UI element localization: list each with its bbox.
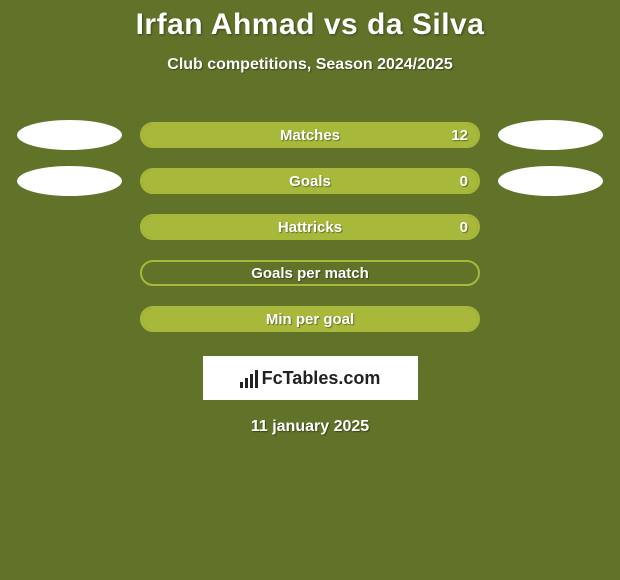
bubble-spacer xyxy=(17,212,122,242)
stat-row: Hattricks 0 xyxy=(0,204,620,250)
stat-label: Hattricks xyxy=(278,219,342,236)
page-title: Irfan Ahmad vs da Silva xyxy=(0,0,620,42)
stat-value: 12 xyxy=(451,127,468,144)
stat-label: Goals per match xyxy=(251,265,369,282)
bubble-spacer xyxy=(17,304,122,334)
player1-bubble xyxy=(17,166,122,196)
snapshot-date: 11 january 2025 xyxy=(0,418,620,436)
source-logo: FcTables.com xyxy=(203,356,418,400)
stat-row: Goals per match xyxy=(0,250,620,296)
logo-text: FcTables.com xyxy=(262,368,381,389)
bubble-spacer xyxy=(498,258,603,288)
stat-bar-gpm: Goals per match xyxy=(140,260,480,286)
player2-bubble xyxy=(498,120,603,150)
comparison-infographic: Irfan Ahmad vs da Silva Club competition… xyxy=(0,0,620,580)
stat-label: Min per goal xyxy=(266,311,354,328)
player2-bubble xyxy=(498,166,603,196)
page-subtitle: Club competitions, Season 2024/2025 xyxy=(0,56,620,74)
player1-bubble xyxy=(17,120,122,150)
bubble-spacer xyxy=(498,304,603,334)
stat-value: 0 xyxy=(460,173,468,190)
stat-row: Goals 0 xyxy=(0,158,620,204)
stat-value: 0 xyxy=(460,219,468,236)
stat-label: Goals xyxy=(289,173,331,190)
stat-bar-mpg: Min per goal xyxy=(140,306,480,332)
bubble-spacer xyxy=(17,258,122,288)
stat-row: Min per goal xyxy=(0,296,620,342)
bar-chart-icon xyxy=(240,368,258,388)
stat-label: Matches xyxy=(280,127,340,144)
stat-row: Matches 12 xyxy=(0,112,620,158)
stat-bar-goals: Goals 0 xyxy=(140,168,480,194)
stat-bar-matches: Matches 12 xyxy=(140,122,480,148)
stats-rows: Matches 12 Goals 0 Hattricks 0 xyxy=(0,112,620,342)
bubble-spacer xyxy=(498,212,603,242)
stat-bar-hattricks: Hattricks 0 xyxy=(140,214,480,240)
